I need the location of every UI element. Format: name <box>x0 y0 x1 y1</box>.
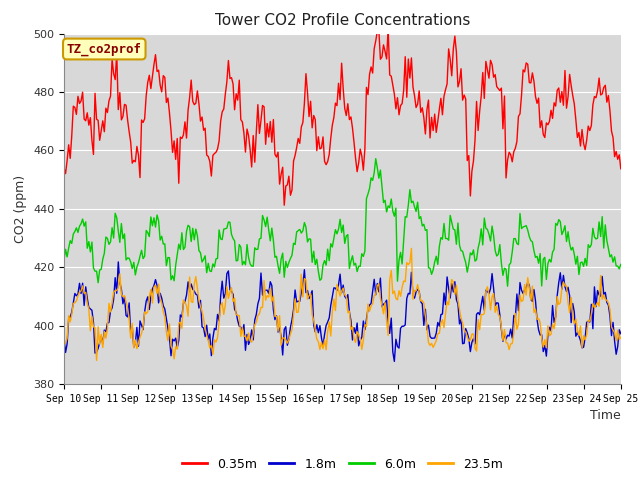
Y-axis label: CO2 (ppm): CO2 (ppm) <box>15 175 28 243</box>
Text: TZ_co2prof: TZ_co2prof <box>67 42 142 56</box>
Title: Tower CO2 Profile Concentrations: Tower CO2 Profile Concentrations <box>214 13 470 28</box>
X-axis label: Time: Time <box>590 409 621 422</box>
Legend: 0.35m, 1.8m, 6.0m, 23.5m: 0.35m, 1.8m, 6.0m, 23.5m <box>177 453 508 476</box>
